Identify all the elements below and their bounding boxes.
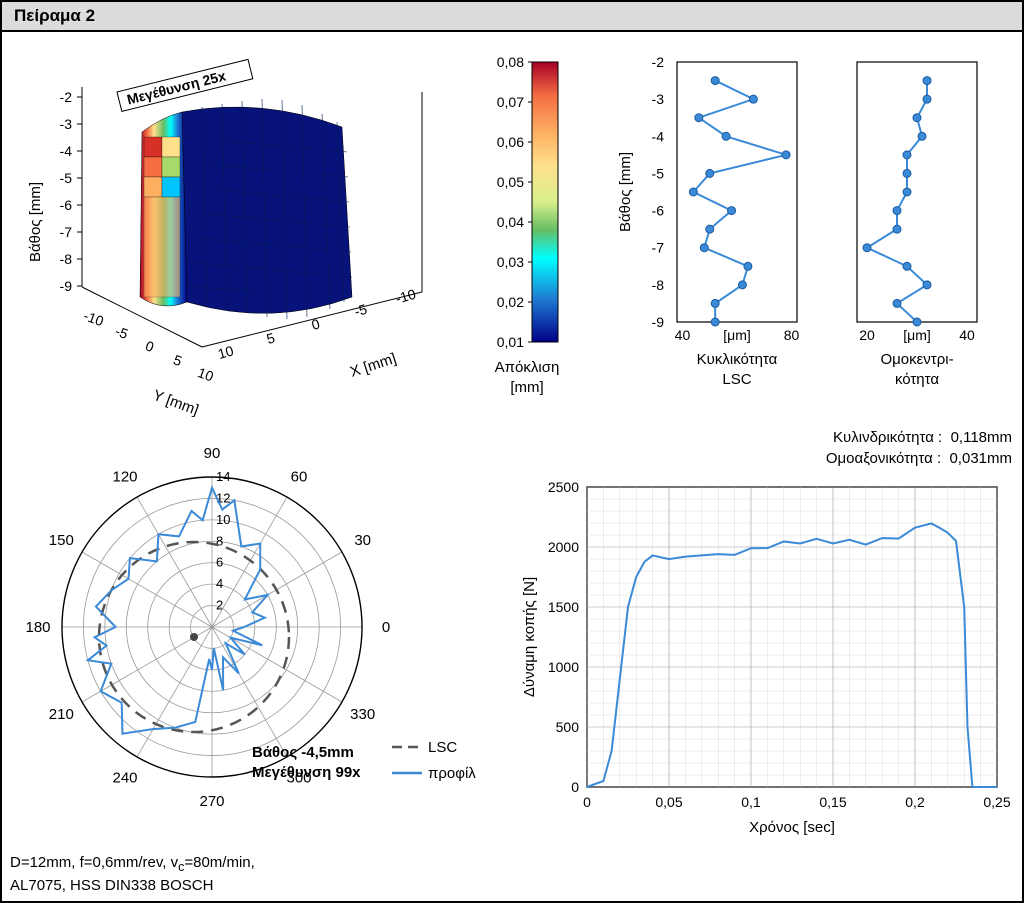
svg-text:30: 30: [354, 532, 371, 549]
svg-text:180: 180: [25, 619, 50, 636]
svg-text:0: 0: [571, 779, 579, 795]
svg-text:-9: -9: [652, 314, 665, 330]
footer-params: D=12mm, f=0,6mm/rev, vc=80m/min, AL7075,…: [10, 853, 255, 895]
svg-text:2000: 2000: [548, 539, 579, 555]
svg-text:-10: -10: [394, 286, 418, 307]
svg-text:0,15: 0,15: [819, 794, 846, 810]
svg-text:-5: -5: [113, 323, 130, 342]
svg-text:2: 2: [216, 598, 223, 613]
surface-3d-plot: Μεγέθυνση 25x: [12, 37, 452, 417]
svg-text:0,01: 0,01: [497, 334, 524, 350]
svg-text:0,03: 0,03: [497, 254, 524, 270]
panel-title: Πείραμα 2: [2, 2, 1022, 32]
svg-text:Απόκλιση: Απόκλιση: [495, 359, 560, 376]
depth-profiles: -2 -3 -4 -5 -6 -7 -8 -9 Βάθος [mm] 40 80 [μm] Κυκλικ…: [612, 47, 1012, 417]
svg-text:10: 10: [216, 512, 230, 527]
svg-text:0,25: 0,25: [983, 794, 1010, 810]
svg-text:5: 5: [265, 329, 277, 347]
svg-text:20: 20: [859, 327, 875, 343]
svg-text:Κυκλικότητα: Κυκλικότητα: [697, 351, 778, 368]
svg-text:Βάθος [mm]: Βάθος [mm]: [617, 152, 634, 232]
svg-text:10: 10: [216, 342, 236, 362]
svg-text:-7: -7: [60, 224, 73, 240]
svg-text:Χρόνος [sec]: Χρόνος [sec]: [749, 819, 835, 836]
svg-text:-2: -2: [60, 89, 73, 105]
svg-text:0,08: 0,08: [497, 54, 524, 70]
svg-text:-4: -4: [652, 128, 665, 144]
svg-text:40: 40: [959, 327, 975, 343]
svg-text:90: 90: [204, 445, 221, 462]
svg-text:Y [mm]: Y [mm]: [151, 387, 201, 417]
svg-text:-8: -8: [652, 277, 665, 293]
svg-text:4: 4: [216, 576, 223, 591]
svg-text:[μm]: [μm]: [903, 327, 931, 343]
cylindricality-value: 0,118mm: [951, 429, 1012, 446]
svg-text:-5: -5: [352, 301, 369, 320]
svg-text:150: 150: [49, 532, 74, 549]
svg-text:[μm]: [μm]: [723, 327, 751, 343]
svg-text:500: 500: [556, 719, 580, 735]
svg-text:Ομοκεντρι-: Ομοκεντρι-: [880, 351, 953, 368]
svg-text:1500: 1500: [548, 599, 579, 615]
svg-text:270: 270: [199, 793, 224, 810]
svg-text:6: 6: [216, 555, 223, 570]
force-time-plot: 0 500 1000 1500 2000 2500 0 0,05 0,1 0,15 0,2 0,25 Δ…: [512, 472, 1017, 852]
svg-text:0,06: 0,06: [497, 134, 524, 150]
svg-text:0,07: 0,07: [497, 94, 524, 110]
svg-text:0: 0: [382, 619, 390, 636]
svg-text:330: 330: [350, 706, 375, 723]
svg-text:Βάθος [mm]: Βάθος [mm]: [27, 182, 44, 262]
coaxiality-value: 0,031mm: [949, 450, 1012, 467]
svg-text:Βάθος -4,5mm: Βάθος -4,5mm: [252, 744, 354, 761]
svg-text:240: 240: [112, 770, 137, 787]
svg-text:60: 60: [291, 468, 308, 485]
svg-text:-7: -7: [652, 240, 665, 256]
svg-text:-5: -5: [652, 165, 665, 181]
svg-text:1000: 1000: [548, 659, 579, 675]
svg-text:LSC: LSC: [428, 739, 457, 756]
svg-text:-6: -6: [60, 197, 73, 213]
experiment-panel: Πείραμα 2 Μεγέθυνση 25x: [0, 0, 1024, 903]
svg-text:-6: -6: [652, 203, 665, 219]
svg-text:210: 210: [49, 706, 74, 723]
svg-text:0,2: 0,2: [905, 794, 925, 810]
svg-text:-10: -10: [81, 307, 106, 329]
svg-text:0,05: 0,05: [497, 174, 524, 190]
cylinder-surface: [140, 99, 352, 319]
svg-text:-2: -2: [652, 54, 665, 70]
svg-text:0,05: 0,05: [655, 794, 682, 810]
svg-text:0,1: 0,1: [741, 794, 761, 810]
cylindricality-label: Κυλινδρικότητα :: [833, 429, 942, 446]
svg-text:-3: -3: [60, 116, 73, 132]
svg-text:Δύναμη κοπής [N]: Δύναμη κοπής [N]: [521, 577, 538, 697]
svg-text:0: 0: [143, 337, 156, 355]
svg-text:LSC: LSC: [722, 371, 751, 388]
svg-text:-3: -3: [652, 91, 665, 107]
svg-text:-9: -9: [60, 278, 73, 294]
svg-text:0,04: 0,04: [497, 214, 524, 230]
svg-text:-5: -5: [60, 170, 73, 186]
coaxiality-label: Ομοαξονικότητα :: [826, 450, 941, 467]
svg-text:[mm]: [mm]: [510, 379, 543, 396]
svg-text:0: 0: [583, 794, 591, 810]
svg-text:120: 120: [112, 468, 137, 485]
metrics-block: Κυλινδρικότητα : 0,118mm Ομοαξονικότητα …: [702, 427, 1012, 469]
svg-text:10: 10: [196, 364, 216, 384]
polar-plot: 2468101214030609012015018021024027030033…: [12, 417, 492, 862]
svg-text:0,02: 0,02: [497, 294, 524, 310]
colorbar: 0,08 0,07 0,06 0,05 0,04 0,03 0,02 0,01 Απόκλιση…: [462, 52, 592, 412]
svg-text:40: 40: [675, 327, 691, 343]
svg-text:2500: 2500: [548, 479, 579, 495]
svg-text:προφίλ: προφίλ: [428, 765, 476, 782]
svg-text:X [mm]: X [mm]: [348, 350, 398, 381]
svg-text:Μεγέθυνση 99x: Μεγέθυνση 99x: [252, 764, 361, 781]
svg-text:κότητα: κότητα: [895, 371, 939, 388]
svg-text:80: 80: [784, 327, 800, 343]
svg-text:5: 5: [171, 351, 184, 369]
svg-text:-4: -4: [60, 143, 73, 159]
svg-text:-8: -8: [60, 251, 73, 267]
